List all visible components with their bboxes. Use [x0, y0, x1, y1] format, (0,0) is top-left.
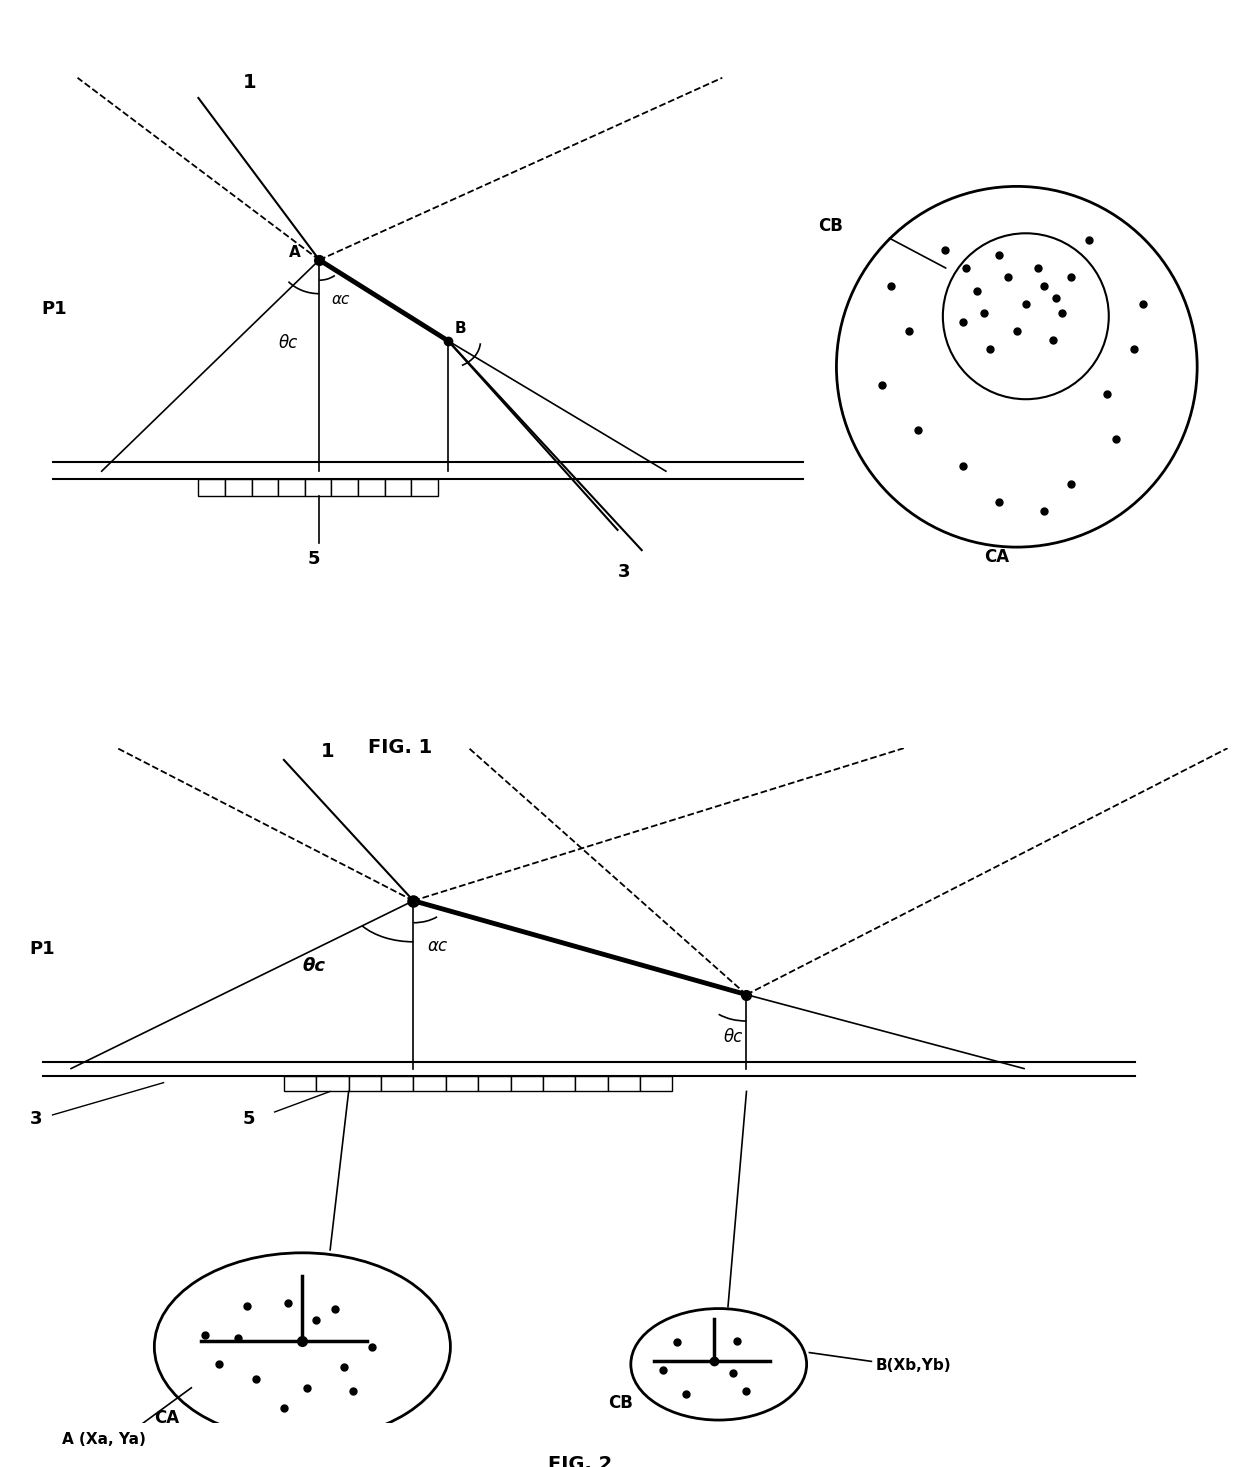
Bar — [252, 480, 278, 496]
Text: CA: CA — [985, 547, 1009, 566]
Text: B: B — [455, 321, 466, 336]
Bar — [608, 1075, 640, 1091]
Bar — [224, 480, 252, 496]
Bar — [511, 1075, 543, 1091]
Bar — [446, 1075, 479, 1091]
Text: 5: 5 — [242, 1109, 254, 1128]
Text: αc: αc — [331, 292, 350, 307]
Text: θc: θc — [279, 333, 299, 352]
Text: CB: CB — [818, 217, 843, 236]
Text: αc: αc — [428, 936, 448, 955]
Bar — [278, 480, 305, 496]
Text: B(Xb,Yb): B(Xb,Yb) — [875, 1358, 951, 1373]
Text: CB: CB — [608, 1394, 632, 1413]
Text: P1: P1 — [30, 939, 55, 958]
Bar — [479, 1075, 511, 1091]
Text: A: A — [289, 245, 300, 260]
Bar — [305, 480, 331, 496]
Text: FIG. 1: FIG. 1 — [368, 738, 432, 757]
Text: 1: 1 — [321, 742, 335, 761]
Text: A (Xa, Ya): A (Xa, Ya) — [62, 1432, 145, 1446]
Text: θc: θc — [303, 956, 325, 976]
Text: P1: P1 — [41, 299, 67, 318]
Bar — [348, 1075, 381, 1091]
Text: θc: θc — [723, 1027, 743, 1046]
Text: 5: 5 — [308, 550, 320, 568]
Bar — [413, 1075, 445, 1091]
Bar — [316, 1075, 348, 1091]
Bar — [575, 1075, 608, 1091]
Text: 3: 3 — [30, 1109, 42, 1128]
Text: 1: 1 — [243, 73, 257, 92]
Bar — [640, 1075, 672, 1091]
Bar — [384, 480, 412, 496]
Bar — [331, 480, 358, 496]
Bar — [412, 480, 438, 496]
Text: 3: 3 — [618, 563, 630, 581]
Bar — [381, 1075, 413, 1091]
Bar — [198, 480, 224, 496]
Text: CA: CA — [154, 1408, 180, 1427]
Text: FIG. 2: FIG. 2 — [548, 1455, 613, 1467]
Bar — [284, 1075, 316, 1091]
Bar — [543, 1075, 575, 1091]
Bar — [358, 480, 384, 496]
